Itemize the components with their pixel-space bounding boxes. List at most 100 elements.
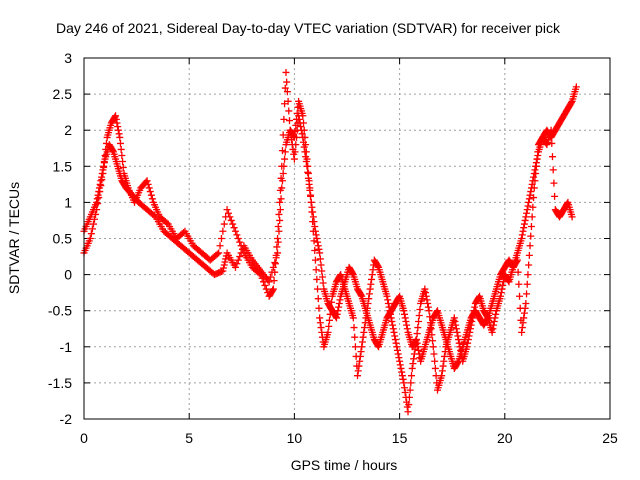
- data-point: [457, 346, 465, 354]
- data-point: [300, 143, 308, 151]
- data-point: [369, 266, 377, 274]
- data-point: [116, 139, 124, 147]
- data-point: [521, 216, 529, 224]
- data-point: [227, 216, 235, 224]
- data-point: [386, 310, 394, 318]
- data-point: [403, 325, 411, 333]
- data-point: [147, 191, 155, 199]
- data-point: [302, 157, 310, 165]
- data-point: [367, 280, 375, 288]
- data-point: [305, 180, 313, 188]
- data-point: [518, 328, 526, 336]
- data-point: [401, 389, 409, 397]
- x-tick-label: 5: [185, 430, 193, 446]
- data-point: [408, 372, 416, 380]
- data-point: [309, 213, 317, 221]
- data-point: [405, 393, 413, 401]
- data-point: [234, 256, 242, 264]
- x-tick-label: 25: [602, 430, 618, 446]
- data-point: [118, 151, 126, 159]
- data-point: [467, 321, 475, 329]
- data-point: [299, 133, 307, 141]
- data-point: [326, 310, 334, 318]
- data-point: [499, 281, 507, 289]
- data-point: [523, 290, 531, 298]
- data-point: [454, 332, 462, 340]
- data-point: [276, 216, 284, 224]
- data-point: [114, 126, 122, 134]
- data-point: [422, 292, 430, 300]
- data-point: [532, 162, 540, 170]
- data-point: [325, 322, 333, 330]
- data-point: [399, 375, 407, 383]
- y-axis-label: SDTVAR / TECUs: [6, 182, 22, 294]
- data-point: [572, 83, 580, 91]
- data-point: [452, 325, 460, 333]
- data-point: [300, 138, 308, 146]
- data-point: [365, 290, 373, 298]
- data-point: [361, 319, 369, 327]
- data-point: [470, 307, 478, 315]
- data-point: [356, 352, 364, 360]
- y-tick-label: -1.5: [48, 375, 72, 391]
- data-point: [282, 68, 290, 76]
- data-point: [89, 220, 97, 228]
- data-point: [349, 269, 357, 277]
- data-point: [295, 112, 303, 120]
- data-point: [269, 285, 277, 293]
- data-point: [431, 357, 439, 365]
- data-point: [350, 324, 358, 332]
- data-point: [361, 324, 369, 332]
- data-point: [231, 263, 239, 271]
- data-point: [393, 343, 401, 351]
- data-point: [413, 339, 421, 347]
- data-point: [516, 292, 524, 300]
- data-point: [269, 286, 277, 294]
- data-point: [529, 203, 537, 211]
- data-point: [415, 312, 423, 320]
- data-point: [310, 237, 318, 245]
- data-point: [490, 318, 498, 326]
- data-point: [521, 304, 529, 312]
- data-point: [567, 99, 575, 107]
- data-point: [391, 336, 399, 344]
- data-point: [358, 343, 366, 351]
- data-point: [384, 296, 392, 304]
- data-point: [431, 364, 439, 372]
- data-point: [530, 173, 538, 181]
- data-point: [531, 166, 539, 174]
- data-point: [492, 310, 500, 318]
- x-tick-label: 20: [497, 430, 513, 446]
- data-point: [504, 277, 512, 285]
- data-point: [351, 343, 359, 351]
- data-point: [307, 192, 315, 200]
- data-point: [221, 258, 229, 266]
- data-point: [415, 346, 423, 354]
- data-point: [518, 324, 526, 332]
- data-point: [267, 273, 275, 281]
- data-point: [304, 174, 312, 182]
- data-point: [497, 292, 505, 300]
- data-point: [498, 285, 506, 293]
- data-point: [528, 213, 536, 221]
- data-point: [550, 179, 558, 187]
- data-point: [455, 336, 463, 344]
- data-point: [414, 324, 422, 332]
- data-point: [96, 188, 104, 196]
- data-point: [464, 336, 472, 344]
- data-point: [518, 235, 526, 242]
- data-point: [100, 164, 108, 172]
- data-point: [283, 78, 291, 86]
- x-axis-label: GPS time / hours: [291, 457, 398, 473]
- data-point: [528, 180, 536, 188]
- data-point: [523, 280, 531, 288]
- data-point: [102, 145, 110, 153]
- data-point: [274, 235, 282, 242]
- data-point: [277, 195, 285, 203]
- data-point: [315, 245, 323, 253]
- data-point: [255, 269, 263, 277]
- data-point: [410, 355, 418, 363]
- data-point: [271, 260, 279, 268]
- data-point: [303, 162, 311, 170]
- data-point: [335, 299, 343, 307]
